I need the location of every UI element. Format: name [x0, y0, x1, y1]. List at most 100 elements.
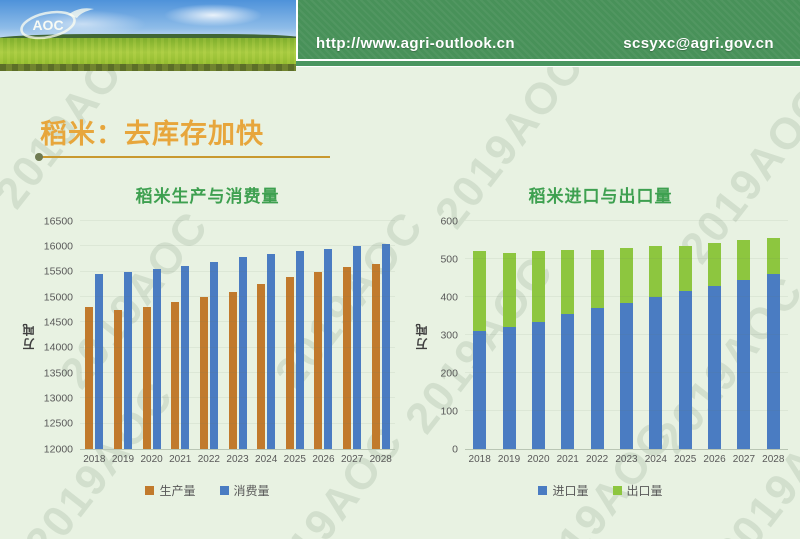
gridline: [80, 245, 395, 247]
stacked-bar: [473, 251, 487, 449]
stacked-bar: [737, 240, 751, 449]
x-label: 2024: [255, 454, 278, 465]
x-label: 2018: [83, 454, 106, 465]
x-label: 2023: [226, 454, 249, 465]
bar-生产量: [85, 307, 94, 449]
sky-image: [0, 0, 296, 40]
bar-出口量: [649, 245, 663, 297]
page-title: 稻米：去库存加快: [40, 119, 264, 149]
bar-生产量: [142, 307, 151, 449]
bar-出口量: [766, 238, 780, 275]
bar-进口量: [678, 291, 692, 449]
bar-进口量: [619, 302, 633, 449]
bar-消费量: [353, 246, 362, 449]
banner-column: http://www.agri-outlook.cn scsyxc@agri.g…: [296, 0, 800, 71]
stacked-bar: [708, 243, 722, 449]
gridline: [465, 372, 788, 373]
gridline: [465, 410, 788, 411]
bar-group: [223, 257, 252, 449]
bar-group: [465, 251, 494, 449]
bar-group: [524, 251, 553, 449]
bar-group: [641, 245, 670, 449]
bar-消费量: [152, 269, 161, 449]
bar-生产量: [257, 284, 266, 449]
bar-group: [582, 249, 611, 449]
bar-group: [80, 274, 109, 449]
bar-group: [612, 247, 641, 449]
gridline: [80, 220, 395, 221]
legend-item: 进口量: [538, 482, 589, 499]
chart-title: 稻米进口与出口量: [528, 187, 673, 206]
y-axis-label: 万吨: [415, 321, 429, 350]
bar-group: [280, 251, 309, 449]
bar-出口量: [678, 245, 692, 292]
legend: 生产量 消费量: [20, 482, 395, 499]
stacked-bar: [766, 238, 780, 449]
banner-email: scsyxc@agri.gov.cn: [623, 35, 774, 52]
bar-生产量: [228, 291, 237, 449]
y-tick: 15000: [43, 290, 73, 303]
x-label: 2022: [197, 454, 220, 465]
y-axis-ticks: 600 500 400 300 200 100 0: [429, 216, 465, 454]
bar-出口量: [561, 249, 575, 315]
x-label: 2028: [762, 454, 785, 465]
bar-消费量: [209, 261, 218, 449]
bar-进口量: [708, 285, 722, 449]
chart-import-export: 稻米进口与出口量 万吨 600 500 400 300 200 100 0 2018 2019…: [413, 180, 788, 499]
bar-进口量: [473, 331, 487, 449]
legend-swatch: [145, 486, 155, 495]
legend-swatch: [538, 486, 548, 495]
bar-进口量: [561, 314, 575, 449]
y-axis-label: 万吨: [22, 321, 36, 350]
bar-消费量: [238, 257, 247, 449]
bar-group: [700, 243, 729, 449]
bar-出口量: [502, 253, 516, 328]
y-tick: 15500: [43, 265, 73, 278]
legend: 进口量 出口量: [413, 482, 788, 499]
stacked-bar: [561, 249, 575, 449]
stacked-bar: [649, 245, 663, 449]
stacked-bar: [502, 253, 516, 449]
bar-生产量: [343, 266, 352, 449]
bar-生产量: [371, 264, 380, 449]
x-axis-labels: 2018 2019 2020 2021 2022 2023 2024 2025 2026 2027…: [80, 454, 395, 465]
bar-进口量: [737, 279, 751, 449]
aoc-logo: AOC: [16, 2, 96, 51]
bar-出口量: [737, 240, 751, 280]
bar-消费量: [324, 248, 333, 449]
bar-生产量: [199, 297, 208, 449]
bar-进口量: [502, 327, 516, 449]
gridline: [80, 321, 395, 323]
title-underline: [35, 153, 330, 161]
bar-消费量: [267, 253, 276, 449]
chart-body: 万吨 600 500 400 300 200 100 0 2018 2019 2020 2021 2…: [413, 216, 788, 499]
bar-group: [553, 249, 582, 449]
bar-group: [729, 240, 758, 449]
legend-label: 生产量: [159, 484, 196, 498]
bar-生产量: [113, 309, 122, 449]
y-tick: 12000: [43, 442, 73, 455]
x-label: 2020: [527, 454, 550, 465]
field-strip: [0, 64, 296, 71]
y-tick: 13500: [43, 366, 73, 379]
y-tick: 300: [440, 328, 458, 341]
y-tick: 600: [440, 214, 458, 227]
bar-group: [252, 253, 281, 449]
gridline: [80, 422, 395, 424]
x-label: 2021: [169, 454, 192, 465]
banner-underline: [296, 61, 800, 67]
plot-area: [80, 220, 395, 450]
gridline: [465, 258, 788, 259]
bar-生产量: [171, 302, 180, 449]
x-label: 2022: [585, 454, 609, 465]
legend-swatch: [219, 486, 229, 495]
y-tick: 16000: [43, 240, 73, 253]
bar-进口量: [590, 308, 604, 449]
legend-item: 生产量: [145, 482, 196, 499]
x-label: 2023: [615, 454, 638, 465]
legend-swatch: [612, 486, 622, 495]
bar-出口量: [708, 243, 722, 286]
x-label: 2019: [497, 454, 521, 465]
y-tick: 0: [452, 442, 458, 455]
x-label: 2019: [111, 454, 135, 465]
